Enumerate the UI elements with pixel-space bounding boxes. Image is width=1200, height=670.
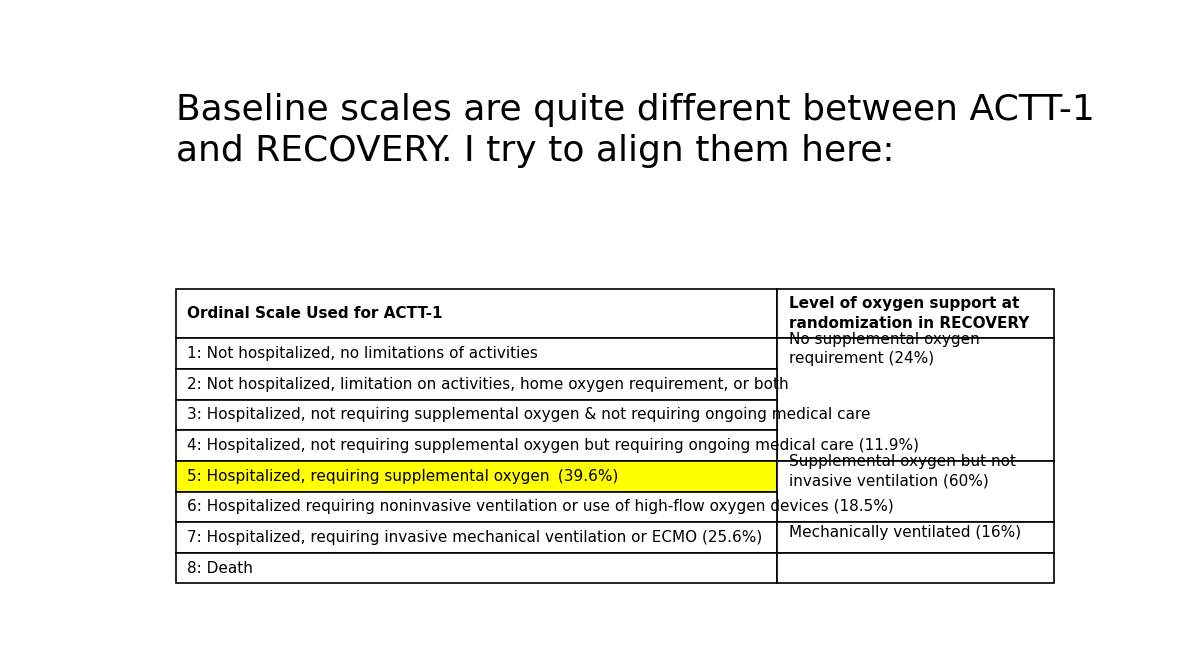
Text: 7: Hospitalized, requiring invasive mechanical ventilation or ECMO (25.6%): 7: Hospitalized, requiring invasive mech… [187,530,762,545]
Text: 2: Not hospitalized, limitation on activities, home oxygen requirement, or both: 2: Not hospitalized, limitation on activ… [187,377,788,392]
Bar [778,461,1054,522]
Bar [176,338,778,369]
Text: Mechanically ventilated (16%): Mechanically ventilated (16%) [788,525,1021,541]
Bar [176,369,778,399]
Bar [176,553,778,584]
Text: (39.6%): (39.6%) [553,469,619,484]
Bar [778,338,1054,461]
Bar [176,289,778,338]
Text: 6: Hospitalized requiring noninvasive ventilation or use of high-flow oxygen dev: 6: Hospitalized requiring noninvasive ve… [187,499,894,515]
Bar [778,289,1054,338]
Bar [778,522,1054,553]
Text: 1: Not hospitalized, no limitations of activities: 1: Not hospitalized, no limitations of a… [187,346,538,361]
Text: Ordinal Scale Used for ACTT-1: Ordinal Scale Used for ACTT-1 [187,306,443,322]
Text: 4: Hospitalized, not requiring supplemental oxygen but requiring ongoing medical: 4: Hospitalized, not requiring supplemen… [187,438,919,453]
Text: Baseline scales are quite different between ACTT-1
and RECOVERY. I try to align : Baseline scales are quite different betw… [176,93,1094,168]
Text: 8: Death: 8: Death [187,561,253,576]
Bar [778,553,1054,584]
Text: No supplemental oxygen
requirement (24%): No supplemental oxygen requirement (24%) [788,332,979,366]
Text: Supplemental oxygen but not
invasive ventilation (60%): Supplemental oxygen but not invasive ven… [788,454,1015,489]
Bar [176,522,778,553]
Text: 5: Hospitalized, requiring supplemental oxygen: 5: Hospitalized, requiring supplemental … [187,469,550,484]
Bar [176,461,778,492]
Bar [176,399,778,430]
Bar [176,430,778,461]
Text: 3: Hospitalized, not requiring supplemental oxygen & not requiring ongoing medic: 3: Hospitalized, not requiring supplemen… [187,407,871,422]
Text: Level of oxygen support at
randomization in RECOVERY: Level of oxygen support at randomization… [788,296,1028,331]
Bar [176,492,778,522]
